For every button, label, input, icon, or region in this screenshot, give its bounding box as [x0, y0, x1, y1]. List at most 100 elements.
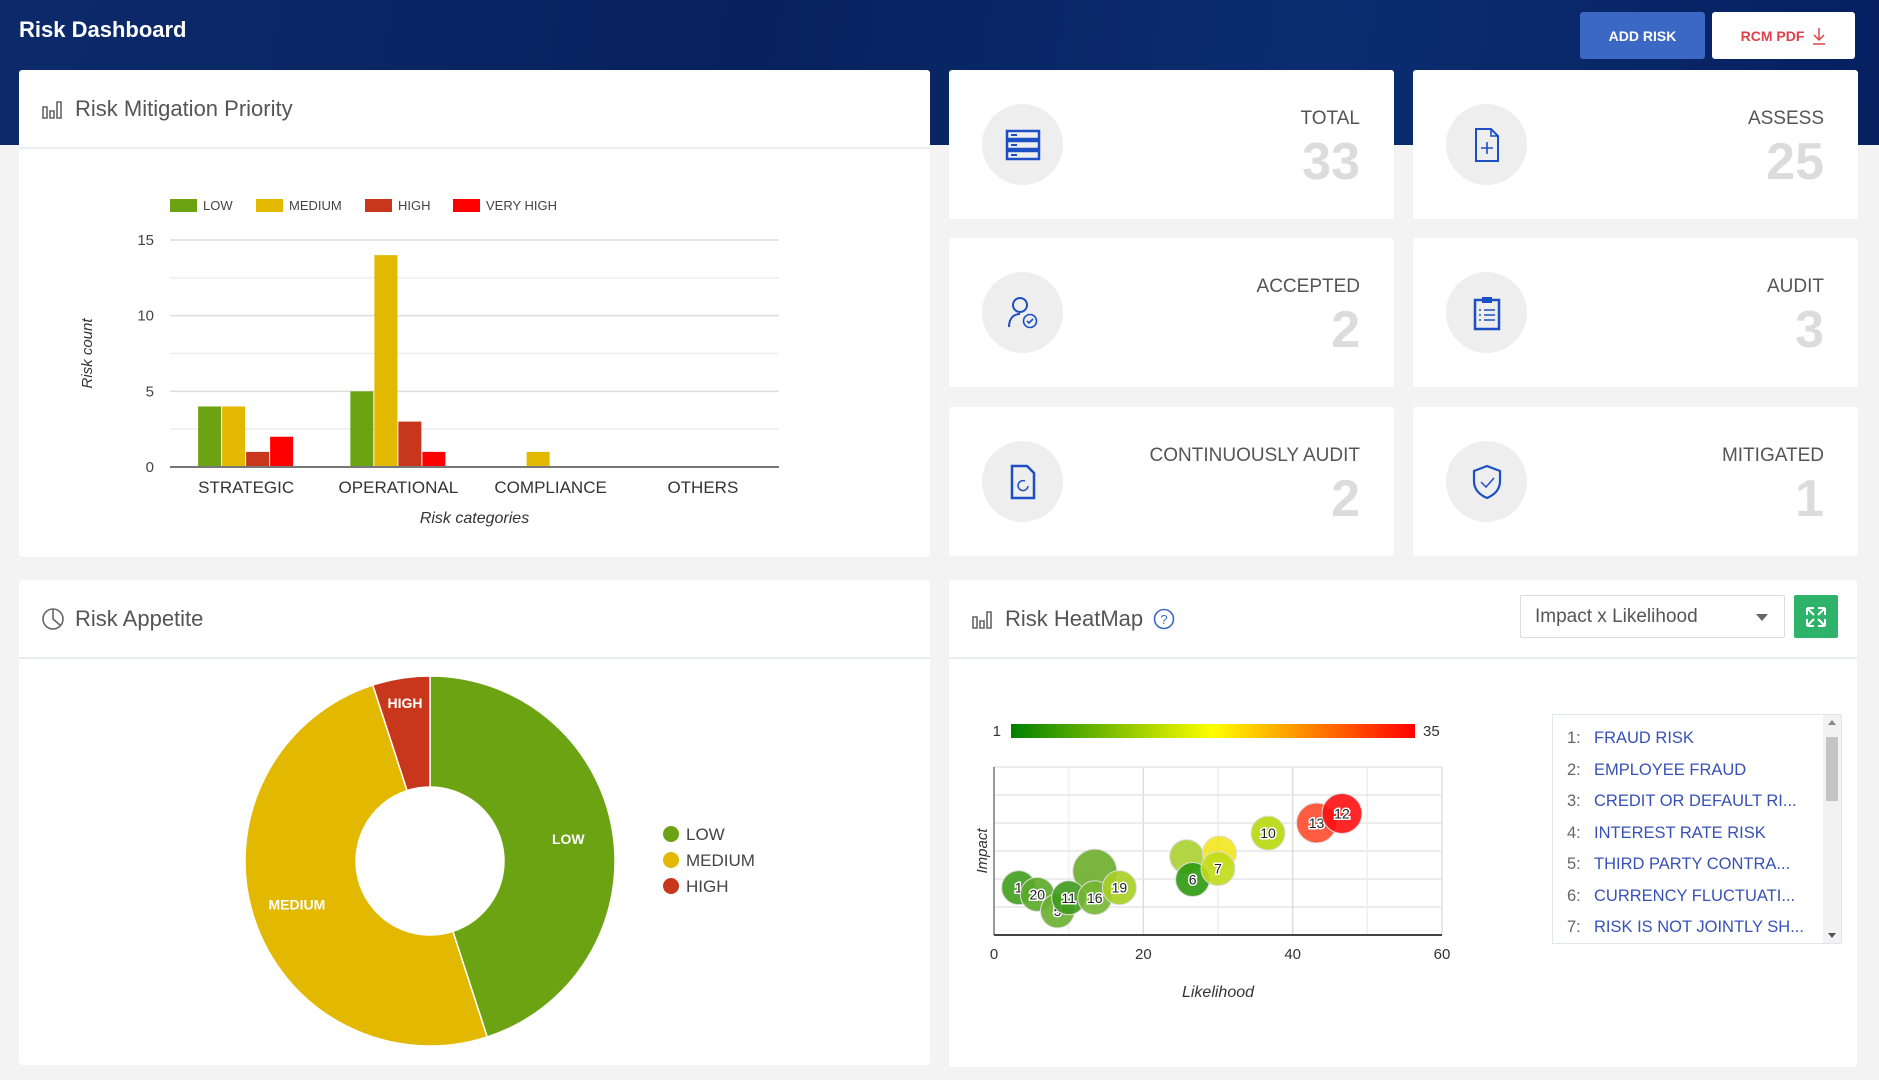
bar-high	[398, 421, 422, 467]
legend-label: MEDIUM	[686, 851, 755, 870]
risk-link[interactable]: FRAUD RISK	[1594, 729, 1694, 748]
risk-list-item[interactable]: 2: EMPLOYEE FRAUD	[1553, 755, 1841, 787]
bubble	[1321, 792, 1363, 834]
bar-chart-icon	[42, 100, 62, 119]
clipboard-list-icon	[1473, 296, 1500, 330]
legend-label: MEDIUM	[289, 198, 342, 213]
risk-list-item[interactable]: 6: CURRENCY FLUCTUATI...	[1553, 881, 1841, 913]
icon-circle	[1446, 272, 1527, 353]
stat-card-accepted[interactable]: ACCEPTED 2	[949, 238, 1394, 387]
stat-card-audit[interactable]: AUDIT 3	[1413, 238, 1858, 387]
stat-card-mitigated[interactable]: MITIGATED 1	[1413, 407, 1858, 556]
y-tick-label: 10	[137, 308, 154, 325]
select-value: Impact x Likelihood	[1535, 605, 1698, 627]
donut-chart: LOW LOW MEDIUM MEDIUM HIGH HIGH	[244, 675, 755, 1047]
card-title: Risk Mitigation Priority	[75, 95, 293, 121]
risk-list-item[interactable]: 7: RISK IS NOT JOINTLY SH...	[1553, 912, 1841, 943]
slice-label: MEDIUM	[268, 896, 325, 912]
legend-dot	[663, 826, 679, 842]
stat-label: AUDIT	[1767, 276, 1824, 297]
scroll-up-icon[interactable]	[1828, 720, 1836, 725]
legend-swatch	[365, 199, 392, 212]
bar-medium	[374, 255, 398, 467]
risk-number: 5:	[1567, 855, 1581, 874]
bar-low	[198, 406, 222, 467]
add-risk-button[interactable]: ADD RISK	[1580, 12, 1705, 59]
stat-label: ACCEPTED	[1256, 276, 1360, 297]
risk-list: 1: FRAUD RISK 2: EMPLOYEE FRAUD 3: CREDIT OR …	[1552, 714, 1842, 944]
x-tick-label: 20	[1135, 946, 1152, 963]
stat-value: 33	[1302, 133, 1360, 191]
y-tick-label: 5	[146, 383, 154, 400]
icon-circle	[1446, 104, 1527, 185]
bubble	[1250, 815, 1286, 851]
slice-high	[371, 675, 431, 792]
risk-list-item[interactable]: 5: THIRD PARTY CONTRA...	[1553, 849, 1841, 881]
x-tick-label: OPERATIONAL	[339, 478, 459, 497]
risk-list-item[interactable]: 1: FRAUD RISK	[1553, 723, 1841, 755]
stat-card-assess[interactable]: ASSESS 25	[1413, 70, 1858, 219]
heatmap-mode-select[interactable]: Impact x Likelihood	[1520, 595, 1785, 638]
y-tick-label: 15	[137, 232, 154, 249]
bubble-label: 11	[1061, 890, 1076, 906]
x-tick-label: OTHERS	[667, 478, 738, 497]
page-title: Risk Dashboard	[19, 17, 187, 42]
icon-circle	[982, 441, 1063, 522]
y-axis-label: Risk count	[79, 318, 96, 389]
user-check-icon	[1007, 296, 1037, 328]
risk-link[interactable]: THIRD PARTY CONTRA...	[1594, 855, 1791, 874]
scroll-down-icon[interactable]	[1828, 933, 1836, 938]
bubble	[1200, 851, 1236, 887]
legend-swatch	[170, 199, 197, 212]
expand-button[interactable]	[1794, 595, 1838, 638]
stat-value: 2	[1331, 470, 1360, 528]
slice-label: HIGH	[387, 695, 422, 711]
bubble	[1101, 870, 1137, 906]
risk-number: 4:	[1567, 823, 1581, 842]
legend-label: LOW	[686, 825, 725, 844]
risk-link[interactable]: CURRENCY FLUCTUATI...	[1594, 886, 1796, 905]
bubble-label: 7	[1214, 861, 1222, 877]
card-title: Risk Appetite	[75, 605, 204, 631]
slice-label: LOW	[552, 831, 585, 847]
risk-number: 6:	[1567, 886, 1581, 905]
risk-number: 2:	[1567, 760, 1581, 779]
stat-card-total[interactable]: TOTAL 33	[949, 70, 1394, 219]
risk-heatmap-card: Risk HeatMap ? Impact x Likelihood 1 35 0 2…	[949, 580, 1857, 1067]
risk-list-item[interactable]: 3: CREDIT OR DEFAULT RI...	[1553, 786, 1841, 818]
bar-high	[246, 451, 270, 467]
stat-value: 2	[1331, 301, 1360, 359]
stat-label: MITIGATED	[1721, 445, 1824, 466]
bar-very-high	[422, 451, 446, 467]
stat-label: ASSESS	[1747, 108, 1824, 129]
bubble-chart: 1350204060LikelihoodImpact12051116196710…	[974, 723, 1450, 1001]
legend-swatch	[256, 199, 283, 212]
x-tick-label: STRATEGIC	[198, 478, 294, 497]
x-tick-label: 40	[1284, 946, 1301, 963]
stat-card-continuously-audit[interactable]: CONTINUOUSLY AUDIT 2	[949, 407, 1394, 556]
bubble-label: 16	[1087, 890, 1103, 906]
x-axis-label: Likelihood	[1182, 984, 1255, 1001]
risk-link[interactable]: INTEREST RATE RISK	[1594, 823, 1766, 842]
x-tick-label: 0	[990, 946, 998, 963]
bar-very-high	[270, 436, 294, 467]
stat-label: TOTAL	[1300, 108, 1360, 129]
scrollbar-thumb[interactable]	[1826, 737, 1838, 801]
scrollbar[interactable]	[1823, 715, 1841, 943]
bubble-label: 10	[1260, 825, 1276, 841]
risk-link[interactable]: EMPLOYEE FRAUD	[1594, 760, 1747, 779]
y-axis-label: Impact	[974, 828, 991, 874]
risk-link[interactable]: CREDIT OR DEFAULT RI...	[1594, 792, 1797, 811]
shield-check-icon	[1472, 464, 1501, 499]
bubble-label: 6	[1189, 872, 1197, 888]
icon-circle	[982, 104, 1063, 185]
risk-list-item[interactable]: 4: INTEREST RATE RISK	[1553, 818, 1841, 850]
question-circle-icon[interactable]: ?	[1153, 608, 1175, 630]
risk-link[interactable]: RISK IS NOT JOINTLY SH...	[1594, 918, 1804, 937]
rcm-pdf-button[interactable]: RCM PDF	[1712, 12, 1855, 59]
stat-label: CONTINUOUSLY AUDIT	[1149, 445, 1360, 466]
legend-label: VERY HIGH	[486, 198, 557, 213]
bubble-label: 20	[1030, 886, 1046, 902]
expand-icon	[1806, 606, 1826, 627]
legend-dot	[663, 852, 679, 868]
